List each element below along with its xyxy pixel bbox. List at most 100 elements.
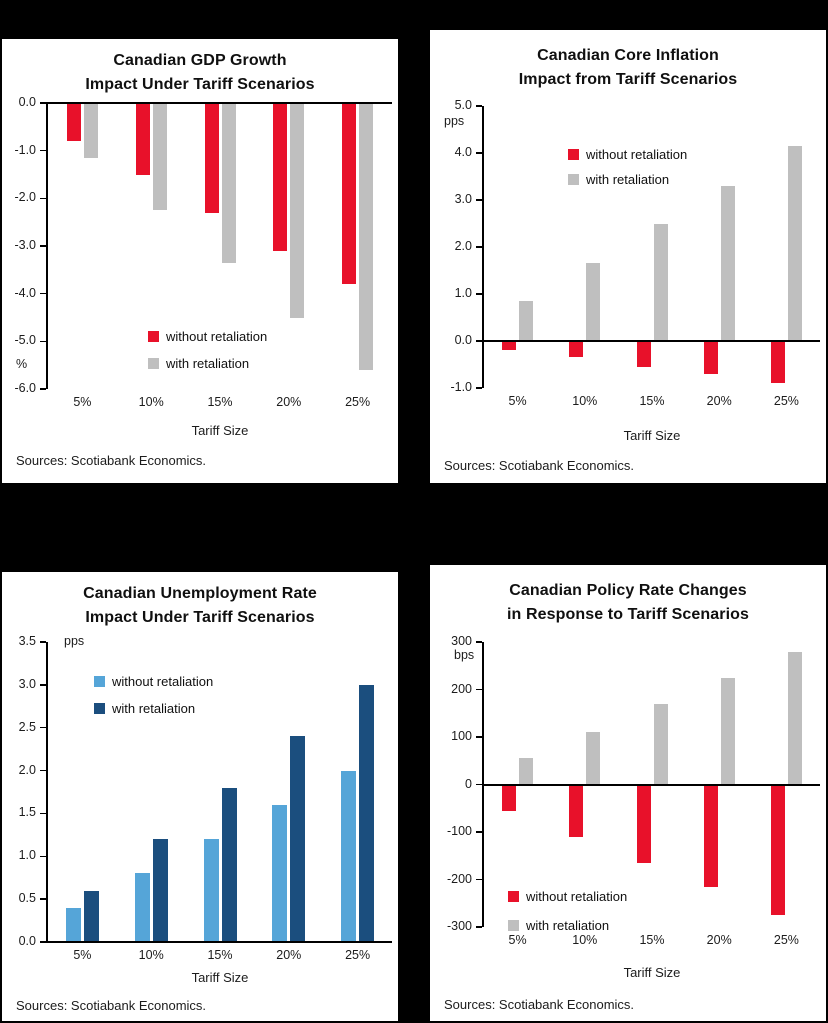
- y-tick-label: -300: [446, 919, 472, 933]
- zero-axis-line: [482, 340, 820, 342]
- bar-with-retaliation-15%: [221, 103, 236, 263]
- y-tick-mark: [40, 641, 46, 643]
- legend: without retaliation with retaliation: [148, 323, 267, 377]
- y-tick-label: 5.0: [454, 98, 472, 112]
- axis-unit-label: pps: [444, 114, 465, 128]
- legend-item: without retaliation: [94, 668, 213, 695]
- y-tick-label: 0.0: [18, 934, 36, 948]
- legend-label: with retaliation: [112, 701, 196, 716]
- bar-without-retaliation-25%: [770, 784, 785, 916]
- x-tick-label: 10%: [572, 394, 598, 408]
- legend-swatch: [568, 174, 579, 185]
- y-tick-label: 100: [451, 729, 472, 743]
- y-tick-mark: [40, 941, 46, 943]
- bar-without-retaliation-15%: [636, 784, 651, 863]
- bar-with-retaliation-10%: [586, 263, 601, 341]
- y-tick-mark: [40, 340, 46, 343]
- y-tick-label: 200: [451, 681, 472, 696]
- legend-item: with retaliation: [148, 350, 267, 377]
- x-tick-label: 10%: [138, 395, 164, 409]
- bar-without-retaliation-10%: [569, 784, 584, 837]
- legend-swatch: [94, 676, 105, 687]
- chart-title-line-2: in Response to Tariff Scenarios: [507, 606, 749, 623]
- y-tick-label: 3.5: [18, 634, 36, 648]
- y-tick-mark: [476, 641, 482, 643]
- y-tick-mark: [40, 102, 46, 104]
- axis-unit-label: bps: [454, 648, 475, 662]
- y-tick-label: 1.0: [454, 286, 472, 300]
- x-tick-label: 25%: [773, 933, 799, 947]
- chart-title-line-1: Canadian Policy Rate Changes: [509, 582, 747, 599]
- y-tick-label: -3.0: [14, 238, 36, 252]
- y-tick-mark: [40, 149, 46, 152]
- y-tick-mark: [40, 197, 46, 200]
- x-tick-label: 5%: [508, 394, 527, 408]
- y-tick-label: -100: [446, 824, 472, 838]
- y-tick-label: 2.0: [454, 239, 472, 253]
- y-tick-mark: [40, 769, 46, 772]
- y-tick-mark: [40, 245, 46, 247]
- y-tick-label: 300: [451, 634, 472, 648]
- y-tick-mark: [40, 684, 46, 686]
- legend-label: without retaliation: [586, 147, 688, 162]
- core-inflation-chart-panel: Canadian Core Inflation Impact from Tari…: [428, 28, 828, 485]
- y-tick-mark: [476, 688, 482, 691]
- legend-label: without retaliation: [526, 889, 628, 904]
- axis-unit-label: pps: [64, 634, 85, 648]
- zero-axis-line: [46, 102, 392, 104]
- y-tick-label: -1.0: [450, 380, 472, 394]
- y-tick-label: -200: [446, 871, 472, 886]
- policy-rate-chart-panel: Canadian Policy Rate Changes in Response…: [428, 563, 828, 1023]
- axis-unit-label: %: [16, 357, 28, 371]
- legend: without retaliation with retaliation: [568, 142, 687, 192]
- bar-without-retaliation-10%: [135, 103, 150, 175]
- bar-with-retaliation-10%: [586, 732, 601, 785]
- y-tick-label: -2.0: [14, 190, 36, 205]
- y-tick-label: 3.0: [454, 192, 472, 206]
- bar-without-retaliation-25%: [342, 103, 357, 285]
- bar-without-retaliation-5%: [66, 103, 81, 142]
- y-tick-label: 1.0: [18, 848, 36, 863]
- source-note: Sources: Scotiabank Economics.: [444, 997, 635, 1012]
- x-tick-label: 25%: [345, 948, 371, 962]
- x-tick-label: 25%: [773, 394, 799, 408]
- y-tick-label: 2.0: [18, 762, 36, 777]
- x-tick-label: 5%: [73, 395, 92, 409]
- y-tick-mark: [40, 292, 46, 295]
- bar-without-retaliation-15%: [204, 103, 219, 213]
- legend-item: without retaliation: [508, 882, 627, 911]
- y-tick-mark: [476, 199, 482, 201]
- x-tick-label: 5%: [508, 933, 527, 947]
- y-tick-mark: [40, 855, 46, 858]
- zero-axis-line: [482, 783, 820, 786]
- y-tick-mark: [476, 340, 482, 342]
- y-tick-mark: [476, 387, 482, 389]
- bar-without-retaliation-15%: [203, 839, 219, 942]
- bar-without-retaliation-15%: [636, 341, 651, 367]
- bar-with-retaliation-5%: [83, 103, 98, 158]
- bar-with-retaliation-20%: [720, 677, 735, 785]
- y-tick-label: 0.5: [18, 891, 36, 906]
- bar-without-retaliation-5%: [65, 907, 81, 942]
- y-axis-line: [46, 103, 48, 389]
- bar-with-retaliation-25%: [359, 684, 375, 942]
- y-tick-label: -1.0: [14, 142, 36, 157]
- x-tick-label: 20%: [706, 394, 732, 408]
- y-tick-mark: [40, 388, 46, 390]
- y-tick-mark: [476, 831, 482, 833]
- legend-label: with retaliation: [166, 356, 250, 371]
- x-tick-label: 25%: [345, 395, 371, 409]
- y-tick-mark: [476, 246, 482, 248]
- legend-swatch: [148, 331, 159, 342]
- bar-without-retaliation-10%: [134, 873, 150, 942]
- x-axis-label: Tariff Size: [623, 965, 681, 980]
- y-tick-label: -4.0: [14, 285, 36, 300]
- legend-item: without retaliation: [568, 142, 687, 167]
- gdp-growth-chart-panel: Canadian GDP Growth Impact Under Tariff …: [0, 37, 400, 485]
- x-axis-label: Tariff Size: [191, 423, 249, 438]
- chart-title: Canadian Core Inflation Impact from Tari…: [430, 44, 826, 92]
- chart-title-line-2: Impact Under Tariff Scenarios: [85, 609, 315, 626]
- plot-area: 0.0 -1.0 -2.0 -3.0 -4.0 -5.0 -6.0 5% 10% 15% 20% 25…: [14, 95, 392, 409]
- bar-with-retaliation-5%: [519, 301, 534, 341]
